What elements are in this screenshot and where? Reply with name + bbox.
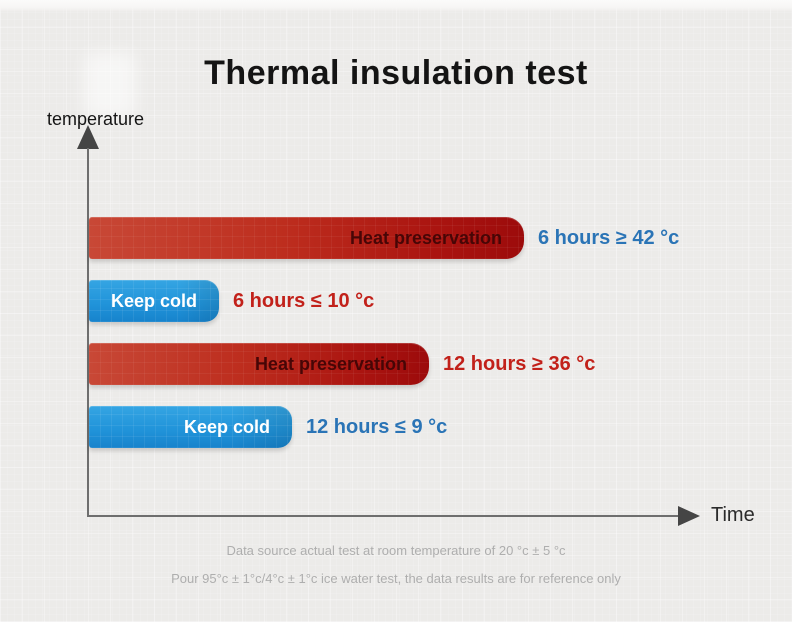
paper-texture-patch [84, 52, 136, 118]
bar-heat-12h: Heat preservation [89, 343, 429, 385]
bar-row-2: Keep cold 6 hours ≤ 10 °c [89, 280, 789, 322]
footnote-test-conditions: Pour 95°c ± 1°c/4°c ± 1°c ice water test… [171, 571, 621, 586]
bar-label: Keep cold [110, 290, 197, 311]
bar-cold-6h: Keep cold [89, 280, 219, 322]
y-axis-arrow-icon [77, 125, 99, 149]
top-highlight-strip [0, 0, 792, 12]
bar-annotation: 12 hours ≤ 9 °c [306, 415, 448, 438]
bar-annotation: 6 hours ≤ 10 °c [233, 289, 375, 312]
x-axis-line [87, 515, 679, 517]
x-axis-label: Time [711, 504, 755, 526]
bar-label: Keep cold [183, 416, 270, 437]
bar-heat-6h: Heat preservation [89, 217, 524, 259]
x-axis-arrow-icon [678, 506, 700, 526]
bar-group: Heat preservation 6 hours ≥ 42 °c Keep col… [89, 217, 789, 469]
bar-row-3: Heat preservation 12 hours ≥ 36 °c [89, 343, 789, 385]
bar-annotation: 12 hours ≥ 36 °c [443, 352, 596, 375]
y-axis-line [87, 148, 89, 517]
footnote-data-source: Data source actual test at room temperat… [226, 543, 566, 558]
bar-annotation: 6 hours ≥ 42 °c [538, 226, 680, 249]
bar-row-4: Keep cold 12 hours ≤ 9 °c [89, 406, 789, 448]
chart-title: Thermal insulation test [204, 54, 588, 92]
bar-label: Heat preservation [254, 353, 407, 374]
bar-cold-12h: Keep cold [89, 406, 292, 448]
bar-label: Heat preservation [349, 227, 502, 248]
bar-row-1: Heat preservation 6 hours ≥ 42 °c [89, 217, 789, 259]
y-axis-label: temperature [47, 109, 145, 129]
